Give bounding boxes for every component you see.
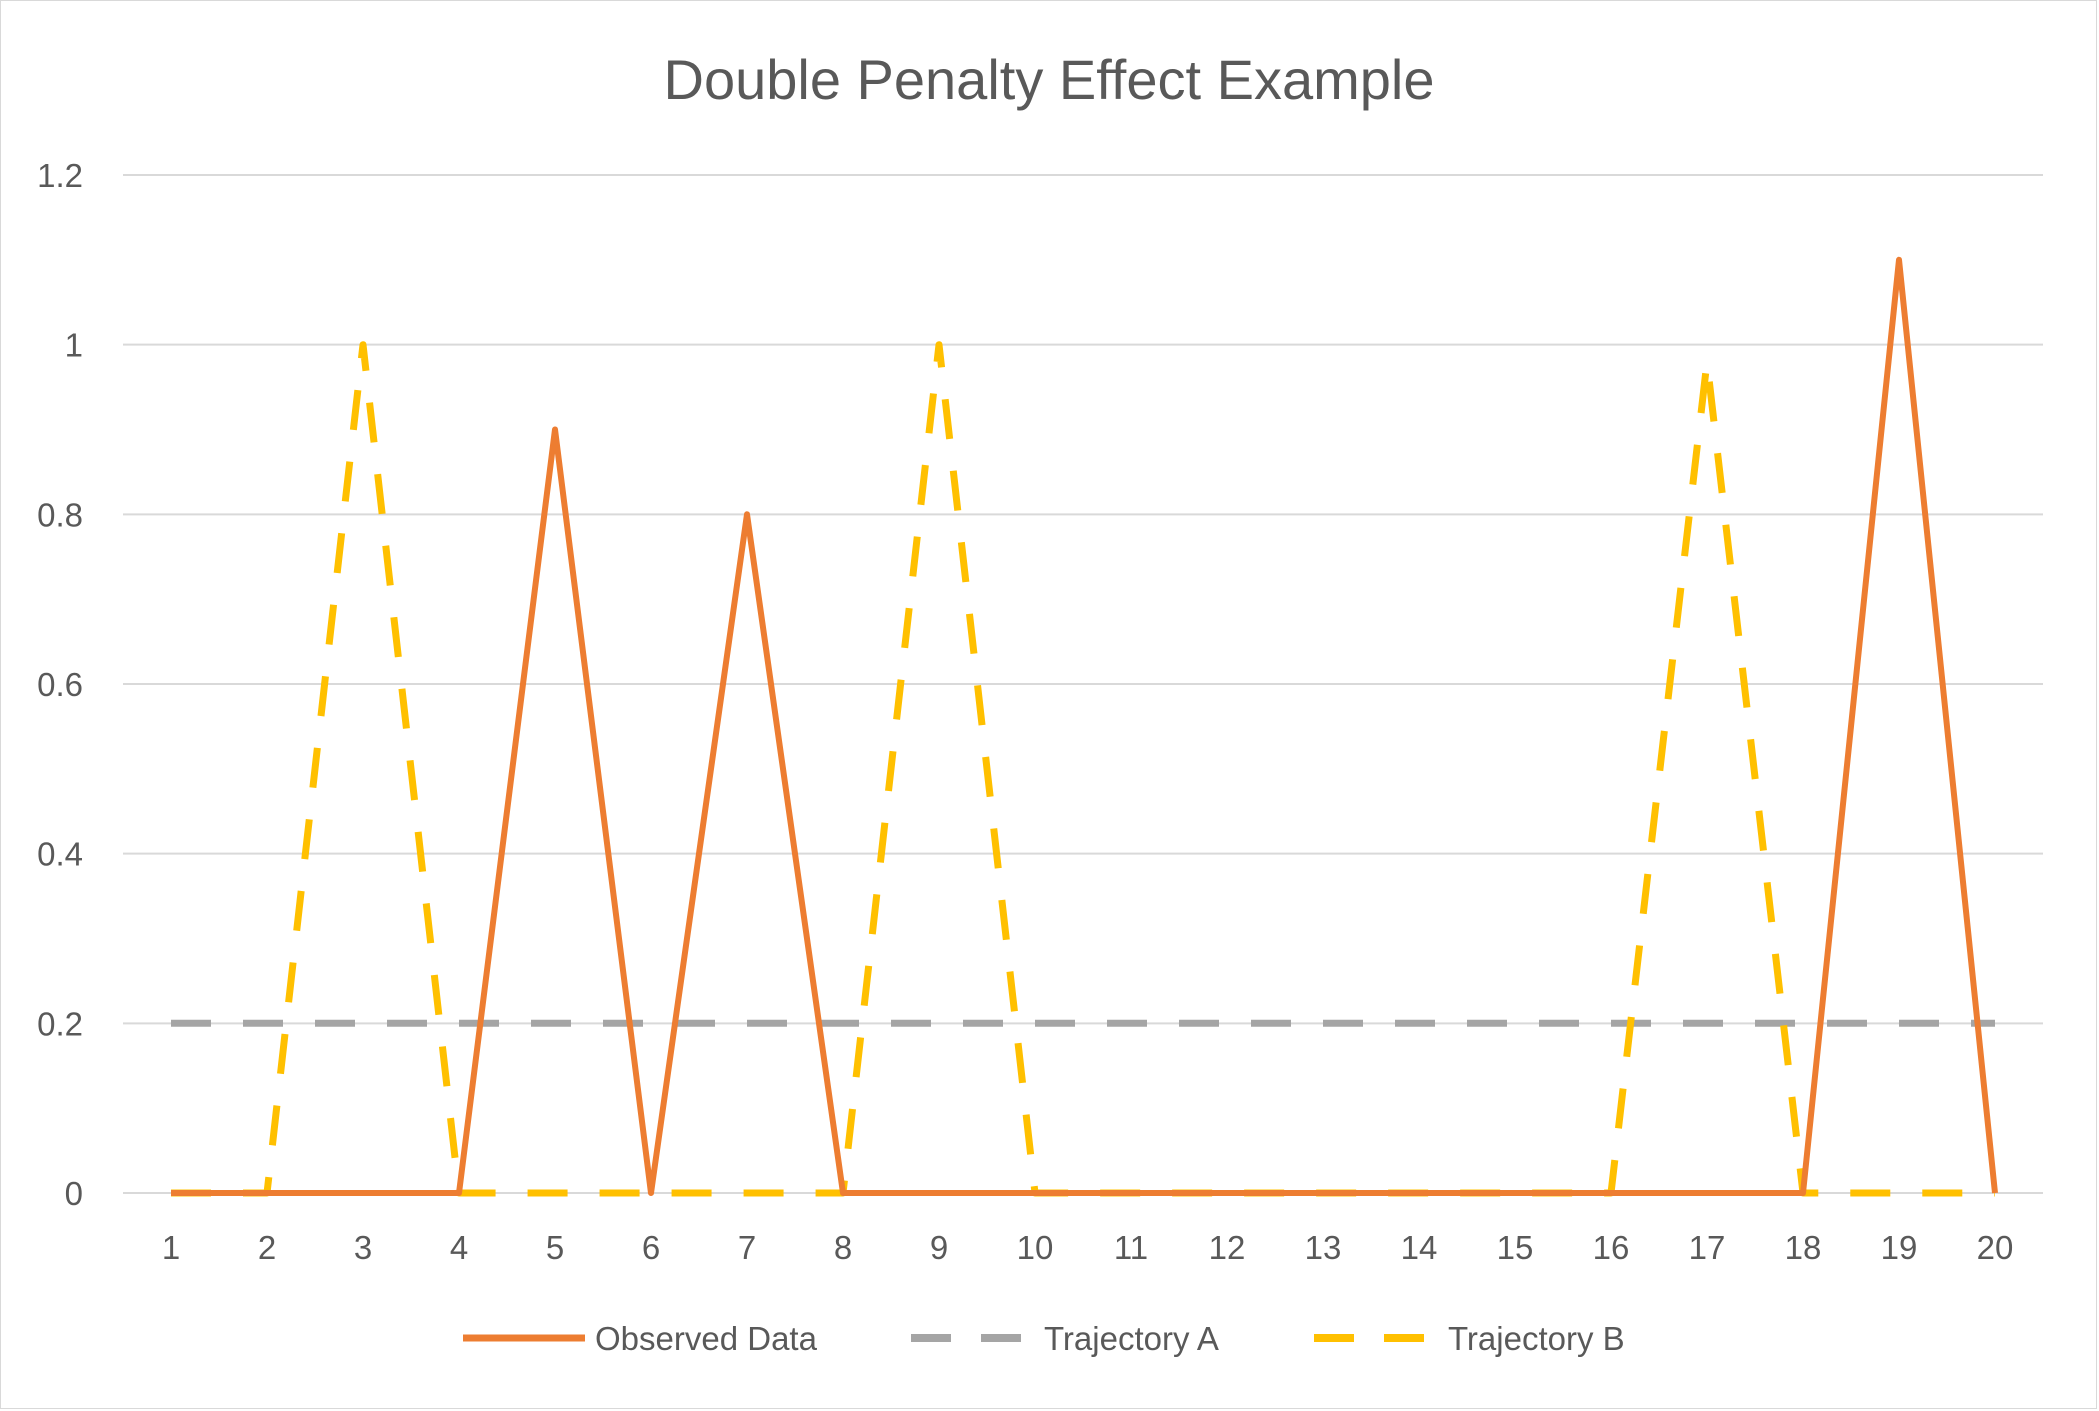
- legend-item: Trajectory A: [911, 1320, 1219, 1357]
- gridlines: [123, 174, 2043, 1194]
- y-tick-label: 0.2: [37, 1005, 83, 1042]
- x-tick-label: 13: [1305, 1229, 1342, 1266]
- x-tick-label: 4: [450, 1229, 468, 1266]
- x-tick-label: 11: [1114, 1229, 1148, 1266]
- y-tick-label: 1: [65, 327, 83, 364]
- x-tick-label: 12: [1209, 1229, 1246, 1266]
- x-tick-label: 2: [258, 1229, 276, 1266]
- x-tick-label: 6: [642, 1229, 660, 1266]
- x-tick-label: 14: [1401, 1229, 1438, 1266]
- x-tick-label: 8: [834, 1229, 852, 1266]
- x-axis-ticks: 1 2 3 4 5 6 7 8 9 10 11 12 13 14 15 16 17 18 19 20: [162, 1229, 2014, 1266]
- x-tick-label: 17: [1689, 1229, 1726, 1266]
- x-tick-label: 20: [1977, 1229, 2014, 1266]
- legend-item: Observed Data: [463, 1320, 818, 1357]
- y-tick-label: 0.4: [37, 836, 83, 873]
- legend-label: Trajectory B: [1448, 1320, 1625, 1357]
- y-tick-label: 0: [65, 1175, 83, 1212]
- x-tick-label: 10: [1017, 1229, 1054, 1266]
- series-line-observed-data: [171, 256, 1998, 1196]
- legend: Observed Data Trajectory A Trajectory B: [463, 1320, 1625, 1357]
- chart-title: Double Penalty Effect Example: [664, 48, 1435, 111]
- y-axis-ticks: 0 0.2 0.4 0.6 0.8 1 1.2: [37, 157, 83, 1212]
- y-tick-label: 1.2: [37, 157, 83, 194]
- x-tick-label: 19: [1881, 1229, 1918, 1266]
- series-line-trajectory-b: [171, 341, 1995, 1197]
- x-tick-label: 3: [354, 1229, 372, 1266]
- legend-label: Observed Data: [595, 1320, 818, 1357]
- legend-item: Trajectory B: [1314, 1320, 1625, 1357]
- x-tick-label: 7: [738, 1229, 756, 1266]
- series-lines: [170, 256, 1998, 1197]
- x-tick-label: 15: [1497, 1229, 1534, 1266]
- x-tick-label: 5: [546, 1229, 564, 1266]
- x-tick-label: 16: [1593, 1229, 1630, 1266]
- x-tick-label: 18: [1785, 1229, 1822, 1266]
- y-tick-label: 0.8: [37, 496, 83, 533]
- x-tick-label: 9: [930, 1229, 948, 1266]
- legend-label: Trajectory A: [1044, 1320, 1219, 1357]
- x-tick-label: 1: [162, 1229, 180, 1266]
- y-tick-label: 0.6: [37, 666, 83, 703]
